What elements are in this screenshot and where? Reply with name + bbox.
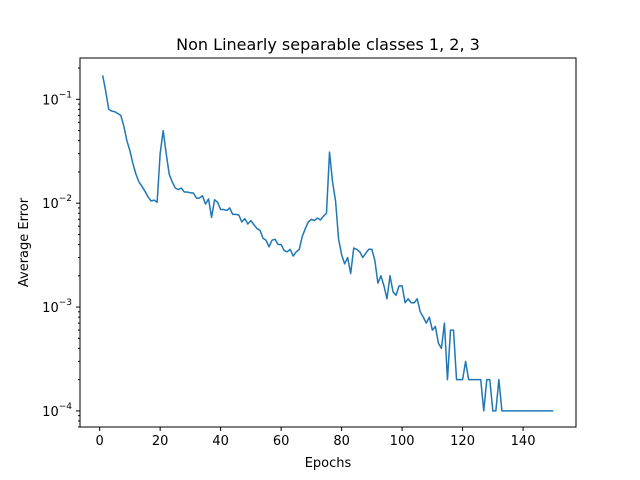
x-axis: 0 20 40 60 80 100 120 140 xyxy=(96,427,536,449)
y-axis-label: Average Error xyxy=(17,197,32,287)
x-axis-label: Epochs xyxy=(305,456,352,471)
y-tick-label: 10−4 xyxy=(42,402,72,420)
x-tick-label: 60 xyxy=(273,434,290,449)
y-tick-label: 10−3 xyxy=(42,298,72,316)
y-tick-label: 10−2 xyxy=(42,194,72,212)
x-tick-label: 80 xyxy=(333,434,350,449)
series-line-0 xyxy=(101,75,554,412)
x-tick-label: 100 xyxy=(390,434,415,449)
y-tick-label: 10−1 xyxy=(42,90,72,108)
axes-frame xyxy=(79,57,577,428)
x-tick-label: 40 xyxy=(212,434,229,449)
x-tick-label: 20 xyxy=(152,434,169,449)
y-axis: 10−4 10−3 10−2 10−1 xyxy=(42,67,80,428)
plot-area xyxy=(101,75,554,412)
x-tick-label: 0 xyxy=(96,434,104,449)
x-tick-label: 120 xyxy=(450,434,475,449)
chart-title: Non Linearly separable classes 1, 2, 3 xyxy=(176,35,480,54)
x-tick-label: 140 xyxy=(511,434,536,449)
